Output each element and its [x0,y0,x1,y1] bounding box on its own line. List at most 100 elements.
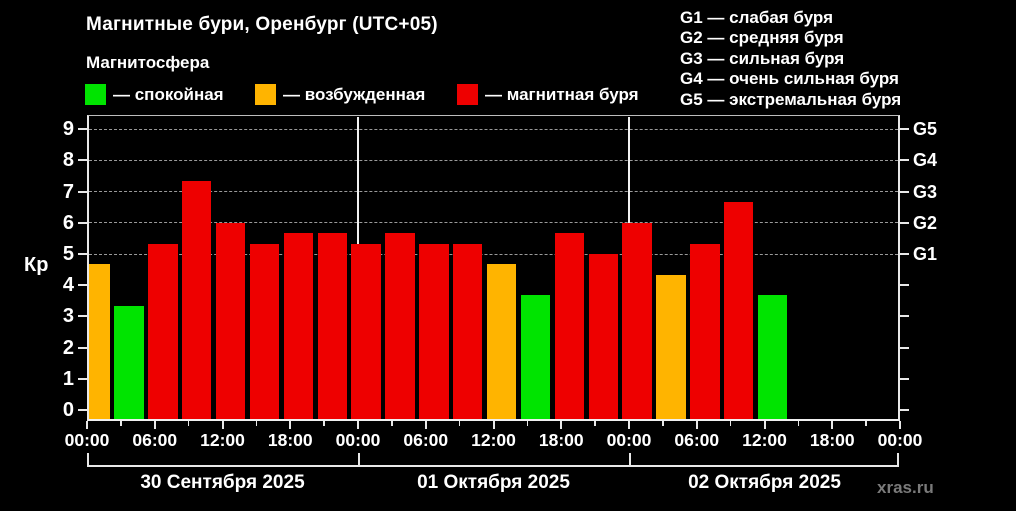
x-axis-tick [391,421,393,426]
y-axis-tick-right [900,346,909,349]
x-tick-label: 00:00 [877,430,923,450]
y-tick-label: 8 [62,149,74,172]
x-axis-tick [628,421,630,429]
day-bracket-tick [629,453,631,467]
x-tick-label: 06:00 [674,430,720,450]
kp-bar [182,181,212,419]
y-tick-label: 9 [62,118,74,141]
storm-scale-g1: G1 — слабая буря [680,8,834,27]
day-bracket-line [87,465,897,467]
y-axis-tick-left [78,221,87,224]
x-tick-label: 06:00 [403,430,449,450]
day-bracket-tick [87,453,89,467]
grid-line [89,191,898,193]
x-tick-label: 12:00 [742,430,787,450]
y-tick-label: 0 [62,399,74,421]
x-axis-tick [729,421,732,426]
storm-color-swatch [457,84,478,105]
kp-bar [351,243,381,419]
y-axis-tick-right [900,159,909,162]
x-axis-tick [221,421,224,429]
x-axis-tick [424,421,427,429]
y-tick-label: 4 [62,274,74,297]
x-tick-label: 18:00 [538,430,584,450]
storm-scale-g4: G4 — очень сильная буря [680,69,899,89]
x-axis-tick [831,421,834,429]
y-tick-label: 1 [62,367,74,390]
day-bracket-tick [897,453,899,467]
x-axis-tick [695,421,698,429]
x-axis-tick [899,421,901,429]
x-axis-tick [492,421,495,429]
y-axis-tick-left [78,284,87,287]
storm-scale-legend: G1 — слабая буря G2 — средняя буря G3 — … [680,8,901,110]
y-axis-tick-left [78,128,87,131]
kp-bar [249,243,280,419]
x-axis-tick [797,421,800,426]
x-tick-label: 00:00 [606,430,652,450]
x-axis-tick [120,421,122,426]
kp-bar [724,201,754,419]
watermark-link[interactable]: xras.ru [877,478,934,497]
kp-bar [757,295,788,419]
kp-bar [283,233,314,419]
x-axis-tick [865,421,867,426]
x-axis-tick [323,421,325,426]
legend-label-quiet: — спокойная [113,85,224,104]
kp-bar [453,243,483,419]
g-scale-axis-label: G2 [913,212,938,233]
kp-bar [148,243,178,419]
y-axis-tick-right [900,128,909,131]
grid-line [89,253,898,255]
excited-color-swatch [255,84,276,105]
grid-line [89,222,898,224]
x-axis-tick [662,421,664,426]
legend-label-excited: — возбужденная [283,85,426,104]
x-tick-label: 00:00 [64,430,110,450]
x-axis-tick [187,421,190,426]
y-axis-tick-left [78,253,87,255]
x-axis-tick [526,421,529,426]
x-axis-tick [289,421,292,429]
y-axis-tick-left [78,409,87,411]
kp-bar [215,222,246,419]
kp-bar [114,306,144,419]
y-tick-label: 7 [62,180,74,203]
x-axis-tick [560,421,563,429]
y-axis-tick-right [900,190,909,193]
y-axis-tick-right [900,284,909,287]
x-tick-label: 18:00 [809,430,855,450]
y-axis-tick-left [78,159,87,162]
date-label: 01 Октября 2025 [417,472,570,493]
kp-bar [656,274,686,419]
y-axis-tick-left [78,377,87,380]
y-tick-label: 3 [62,305,74,328]
storm-scale-g5: G5 — экстремальная буря [680,89,902,109]
storm-scale-g3: G3 — сильная буря [680,48,845,68]
quiet-color-swatch [85,84,106,105]
y-axis-title: Кр [24,254,49,276]
kp-bar [88,264,110,419]
kp-bar [520,295,551,419]
y-tick-label: 2 [62,336,74,359]
x-axis-tick [255,421,258,426]
y-axis-tick-right [900,315,909,318]
kp-bar [317,233,347,419]
y-axis-tick-left [78,346,87,349]
y-axis-tick-right [900,221,909,224]
kp-bar [690,243,720,419]
kp-bar [622,222,652,419]
g-scale-axis-label: G4 [913,150,938,171]
x-axis-tick [458,421,461,426]
kp-bar [554,233,585,419]
kp-bar [486,264,517,419]
x-tick-label: 12:00 [471,430,516,450]
grid-line [89,159,898,161]
y-axis-tick-left [78,315,87,318]
x-tick-label: 12:00 [200,430,245,450]
x-tick-label: 00:00 [335,430,381,450]
y-tick-label: 6 [62,211,74,234]
y-tick-label: 5 [62,243,74,265]
day-bracket-tick [358,453,360,467]
